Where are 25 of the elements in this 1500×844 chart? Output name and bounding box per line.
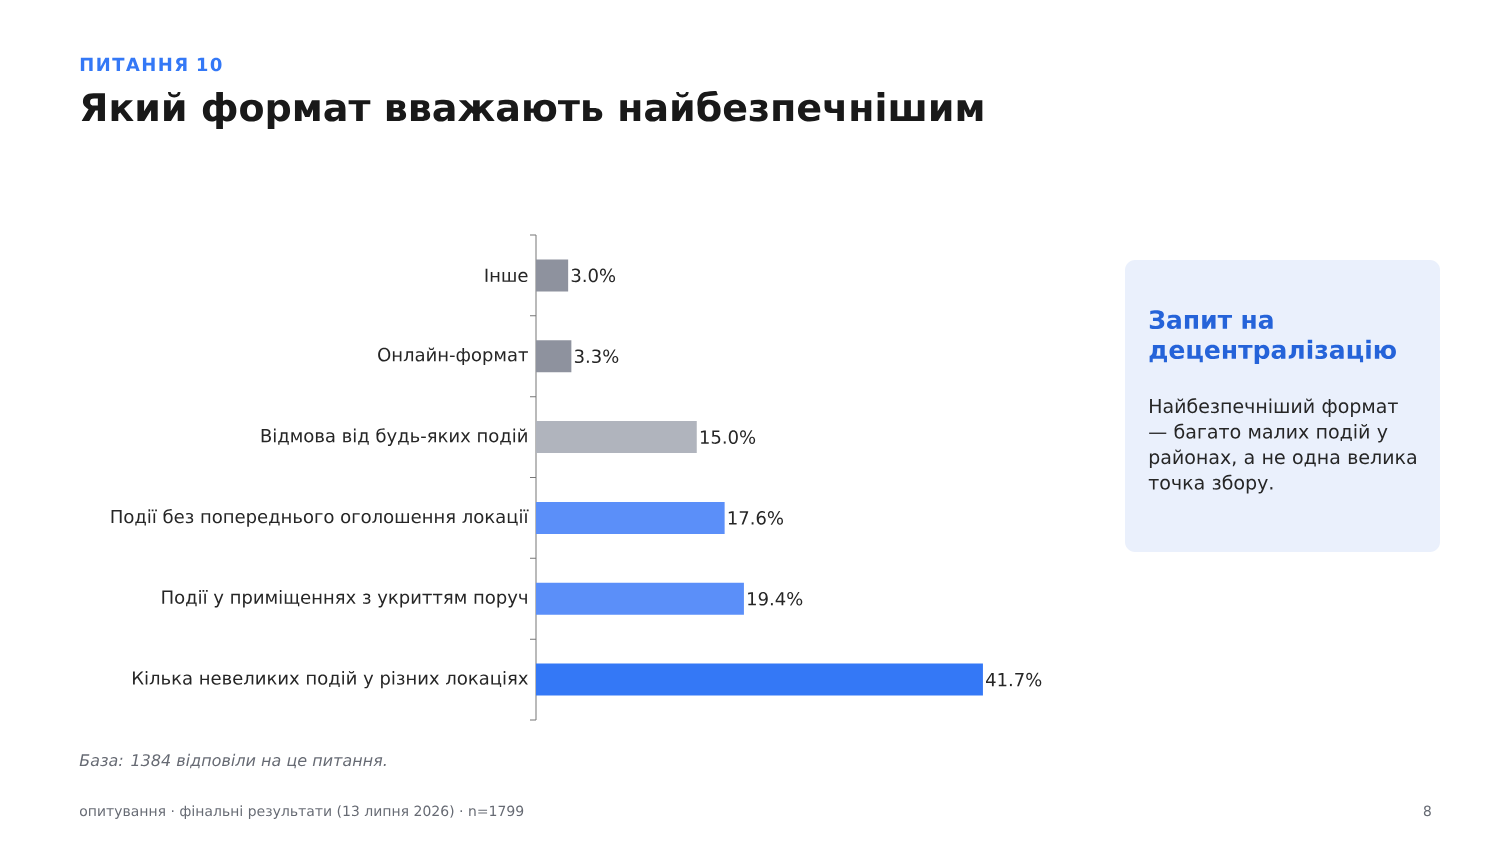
- data-label: 17.6%: [728, 511, 784, 525]
- y-tick-label: Кілька невеликих подій у різних локаціях: [133, 670, 528, 689]
- data-label: 19.4%: [748, 591, 803, 606]
- text: ПИТАННЯ 10: [80, 57, 222, 72]
- y-tick-label: Події без попереднього оголошення локації: [111, 509, 529, 527]
- bar: [536, 501, 725, 534]
- bar: [536, 340, 572, 373]
- y-tick-label: Онлайн-формат: [378, 347, 528, 365]
- bar: [536, 663, 983, 696]
- text: опитування · фінальні результати (13 липня 2026) · n=1799: [79, 805, 524, 819]
- y-tick-label: Події у приміщеннях з укриттям поруч: [162, 590, 527, 608]
- data-label: 3.3%: [574, 349, 619, 364]
- text: Найбезпечніший формат — багато малих подій у районах, а не одна велика точка збору.: [1148, 398, 1416, 494]
- data-label: 41.7%: [986, 672, 1042, 687]
- y-tick-label: Відмова від будь-яких подій: [261, 428, 527, 446]
- text: База: 1384 відповіли на це питання.: [79, 753, 386, 769]
- text: Запит на децентралізацію: [1149, 310, 1396, 364]
- text: 8: [1423, 805, 1431, 817]
- data-label: 3.0%: [571, 268, 616, 283]
- chart-title: Який формат вважають найбезпечнішим: [81, 90, 983, 129]
- bar: [536, 421, 697, 454]
- bar: [536, 582, 744, 615]
- y-tick-label: Інше: [485, 268, 528, 283]
- bar: [536, 259, 569, 292]
- data-label: 15.0%: [700, 430, 756, 444]
